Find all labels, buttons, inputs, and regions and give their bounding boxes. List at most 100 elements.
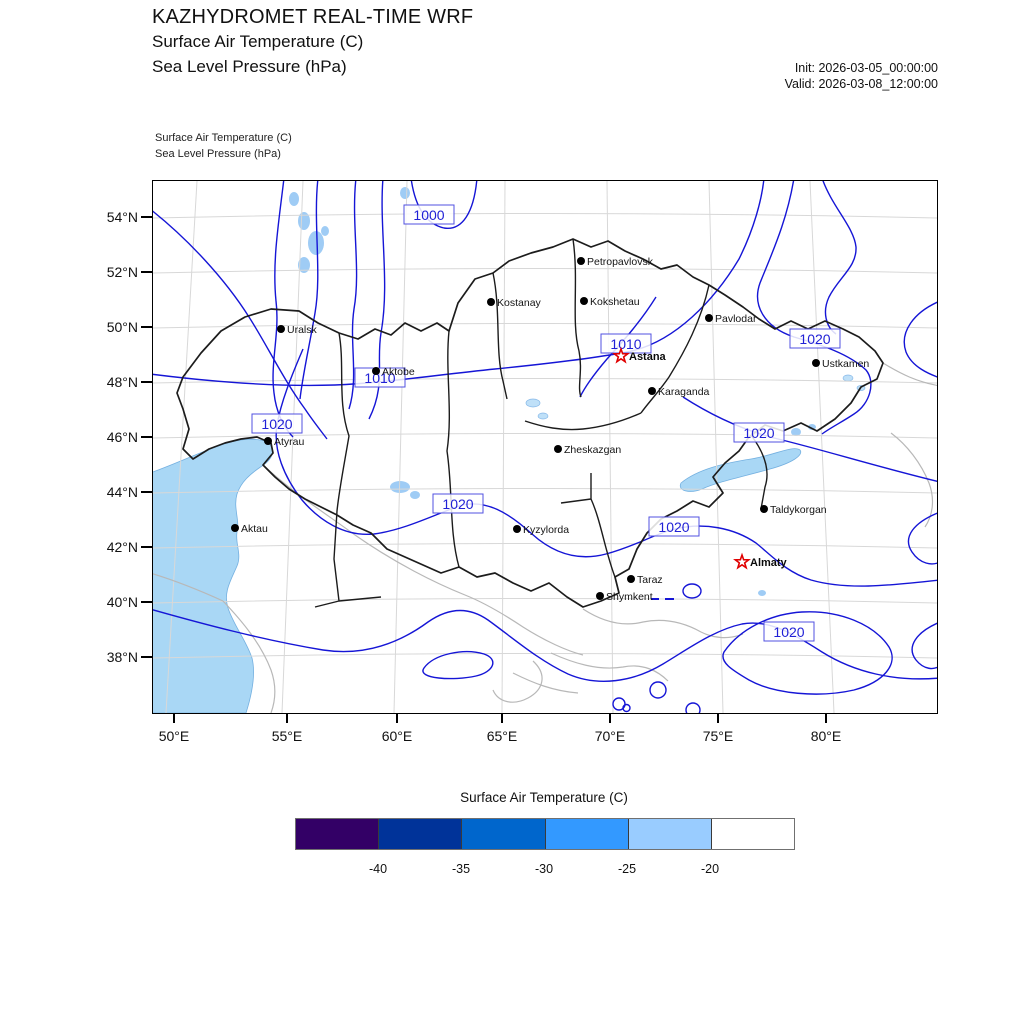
city-marker-atyrau: Atyrau bbox=[264, 436, 305, 448]
lat-tick-mark bbox=[141, 216, 152, 218]
svg-text:Taldykorgan: Taldykorgan bbox=[770, 504, 827, 516]
lon-tick-mark bbox=[396, 713, 398, 723]
cold-temperature-shading bbox=[289, 187, 816, 596]
isobar-label-1020: 1020 bbox=[789, 328, 841, 349]
init-time: Init: 2026-03-05_00:00:00 bbox=[794, 61, 938, 75]
lon-tick-label: 55°E bbox=[271, 728, 303, 744]
isobar-label-1010: 1010 bbox=[354, 367, 406, 388]
city-marker-karaganda: Karaganda bbox=[648, 386, 710, 398]
lat-tick-label: 40°N bbox=[106, 594, 138, 610]
isobar-label-1010: 1010 bbox=[600, 333, 652, 354]
lat-tick-label: 54°N bbox=[106, 209, 138, 225]
svg-text:Astana: Astana bbox=[629, 351, 667, 363]
map-canvas: 1000 1010 1020 1010 1020 1020 1020 1020 bbox=[153, 181, 937, 713]
svg-text:1020: 1020 bbox=[743, 425, 774, 441]
city-marker-pavlodar: Pavlodar bbox=[705, 313, 757, 325]
svg-text:Uralsk: Uralsk bbox=[287, 324, 318, 336]
lake-balkhash bbox=[679, 448, 802, 492]
lon-tick-mark bbox=[825, 713, 827, 723]
star-icon bbox=[734, 554, 750, 569]
temperature-colorbar bbox=[295, 818, 795, 850]
lake bbox=[842, 374, 854, 382]
svg-text:Aktau: Aktau bbox=[241, 523, 268, 535]
city-marker-astana: Astana bbox=[613, 348, 667, 363]
city-markers: Uralsk Aktobe Atyrau Aktau Kostanay Petr… bbox=[231, 256, 869, 603]
lon-tick-label: 60°E bbox=[381, 728, 413, 744]
svg-text:Taraz: Taraz bbox=[637, 574, 663, 586]
caspian-sea bbox=[153, 438, 273, 713]
city-marker-uralsk: Uralsk bbox=[277, 324, 318, 336]
svg-text:1010: 1010 bbox=[364, 370, 395, 386]
lat-tick-label: 38°N bbox=[106, 649, 138, 665]
svg-text:Kostanay: Kostanay bbox=[497, 297, 542, 309]
isobar-label-1020: 1020 bbox=[251, 413, 303, 434]
page-subtitle-pressure: Sea Level Pressure (hPa) bbox=[152, 57, 347, 76]
water-bodies bbox=[153, 374, 866, 713]
lon-tick-mark bbox=[609, 713, 611, 723]
svg-text:1020: 1020 bbox=[658, 519, 689, 535]
map-inner-title-line2: Sea Level Pressure (hPa) bbox=[155, 148, 281, 160]
lat-tick-mark bbox=[141, 546, 152, 548]
city-marker-kostanay: Kostanay bbox=[487, 297, 542, 309]
svg-text:Pavlodar: Pavlodar bbox=[715, 313, 757, 325]
lat-tick-label: 50°N bbox=[106, 319, 138, 335]
city-marker-ustkamen: Ustkamen bbox=[812, 358, 869, 370]
svg-text:Kyzylorda: Kyzylorda bbox=[523, 524, 569, 536]
lon-tick-mark bbox=[173, 713, 175, 723]
city-marker-almaty: Almaty bbox=[734, 554, 788, 569]
lat-tick-label: 52°N bbox=[106, 264, 138, 280]
colorbar-tick-label: -40 bbox=[368, 862, 388, 876]
weather-map: 1000 1010 1020 1010 1020 1020 1020 1020 bbox=[152, 180, 938, 714]
svg-text:1010: 1010 bbox=[610, 336, 641, 352]
lat-tick-mark bbox=[141, 491, 152, 493]
city-marker-taraz: Taraz bbox=[627, 574, 663, 586]
isobar-label-1020: 1020 bbox=[432, 493, 484, 514]
map-inner-title: Surface Air Temperature (C) Sea Level Pr… bbox=[155, 130, 292, 162]
isobar-label-1020: 1020 bbox=[763, 621, 815, 642]
lat-tick-mark bbox=[141, 656, 152, 658]
page-subtitle-temperature: Surface Air Temperature (C) bbox=[152, 32, 364, 51]
city-marker-kyzylorda: Kyzylorda bbox=[513, 524, 569, 536]
svg-text:Zheskazgan: Zheskazgan bbox=[564, 444, 621, 456]
colorbar-segment bbox=[711, 819, 795, 849]
valid-time: Valid: 2026-03-08_12:00:00 bbox=[784, 77, 938, 91]
lon-tick-mark bbox=[501, 713, 503, 723]
colorbar-segment bbox=[628, 819, 712, 849]
colorbar-tick-label: -25 bbox=[617, 862, 637, 876]
lon-tick-label: 80°E bbox=[810, 728, 842, 744]
lon-tick-label: 50°E bbox=[158, 728, 190, 744]
colorbar-tick-label: -30 bbox=[534, 862, 554, 876]
country-borders bbox=[153, 362, 937, 713]
svg-text:1020: 1020 bbox=[773, 624, 804, 640]
colorbar-segment bbox=[462, 819, 546, 849]
lat-tick-mark bbox=[141, 271, 152, 273]
svg-text:Kokshetau: Kokshetau bbox=[590, 296, 640, 308]
city-marker-taldykorgan: Taldykorgan bbox=[760, 504, 827, 516]
city-marker-kokshetau: Kokshetau bbox=[580, 296, 640, 308]
city-marker-aktau: Aktau bbox=[231, 523, 268, 535]
svg-text:Ustkamen: Ustkamen bbox=[822, 358, 869, 370]
isobar-labels: 1000 1010 1020 1010 1020 1020 1020 1020 bbox=[251, 204, 841, 642]
svg-text:1020: 1020 bbox=[261, 416, 292, 432]
lat-tick-mark bbox=[141, 436, 152, 438]
svg-text:Karaganda: Karaganda bbox=[658, 386, 710, 398]
svg-text:Petropavlovsk: Petropavlovsk bbox=[587, 256, 654, 268]
lon-tick-label: 65°E bbox=[486, 728, 518, 744]
lat-tick-mark bbox=[141, 601, 152, 603]
lat-tick-label: 44°N bbox=[106, 484, 138, 500]
lon-tick-mark bbox=[286, 713, 288, 723]
page-title: KAZHYDROMET REAL-TIME WRF bbox=[152, 6, 474, 28]
lake bbox=[525, 398, 541, 408]
lake bbox=[537, 412, 549, 420]
colorbar-tick-label: -35 bbox=[451, 862, 471, 876]
city-marker-aktobe: Aktobe bbox=[372, 366, 415, 378]
svg-text:Shymkent: Shymkent bbox=[606, 591, 653, 603]
lat-tick-label: 42°N bbox=[106, 539, 138, 555]
lon-tick-label: 70°E bbox=[594, 728, 626, 744]
svg-text:1000: 1000 bbox=[413, 207, 444, 223]
colorbar-segment bbox=[379, 819, 463, 849]
svg-text:Atyrau: Atyrau bbox=[274, 436, 305, 448]
svg-text:1020: 1020 bbox=[442, 496, 473, 512]
lon-tick-mark bbox=[717, 713, 719, 723]
model-run-times: Init: 2026-03-05_00:00:00 Valid: 2026-03… bbox=[690, 60, 938, 92]
